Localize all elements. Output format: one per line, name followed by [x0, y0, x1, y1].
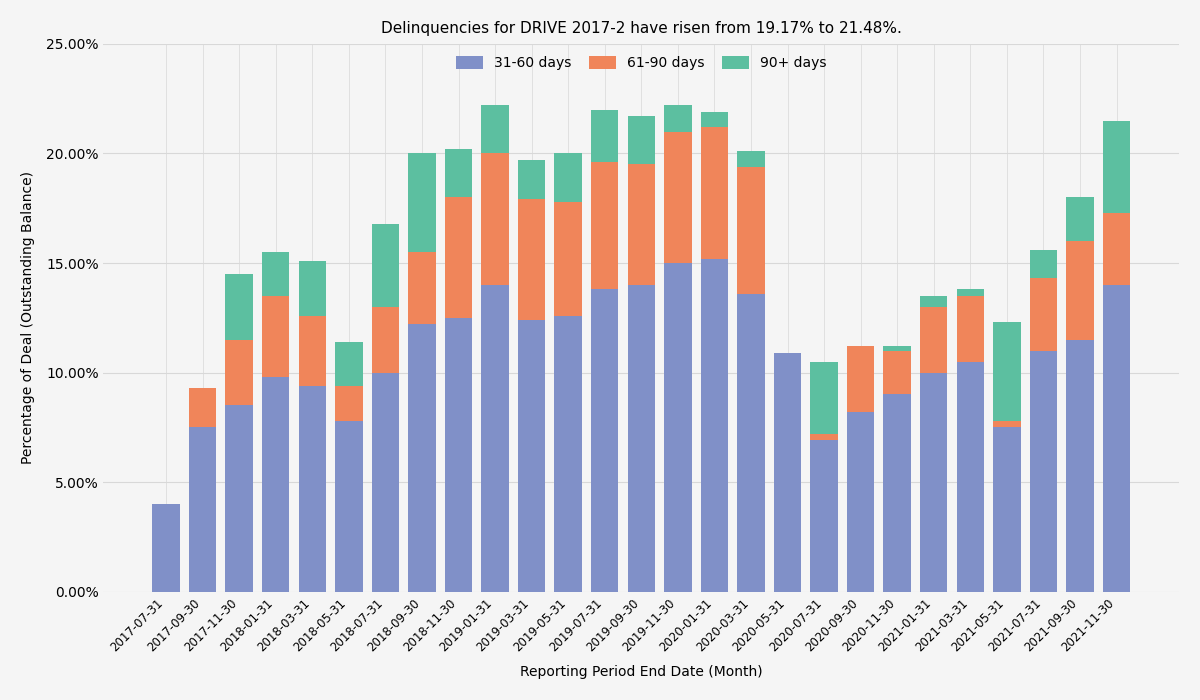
Bar — [445, 197, 473, 318]
Bar — [810, 362, 838, 434]
Bar — [481, 285, 509, 592]
Bar — [299, 261, 326, 316]
Bar — [152, 504, 180, 592]
Bar — [372, 223, 400, 307]
Bar — [847, 412, 875, 592]
Bar — [188, 388, 216, 427]
Bar — [445, 149, 473, 197]
Bar — [554, 316, 582, 592]
Bar — [1030, 250, 1057, 279]
Bar — [335, 421, 362, 592]
Bar — [481, 153, 509, 285]
Bar — [1103, 285, 1130, 592]
Bar — [1103, 120, 1130, 213]
Bar — [883, 351, 911, 395]
Bar — [994, 322, 1020, 421]
Bar — [518, 160, 545, 200]
Bar — [920, 296, 948, 307]
Bar — [554, 153, 582, 202]
Bar — [664, 263, 691, 592]
Bar — [920, 307, 948, 372]
Bar — [956, 362, 984, 592]
Bar — [518, 320, 545, 592]
Bar — [628, 164, 655, 285]
Bar — [994, 427, 1020, 592]
Bar — [664, 132, 691, 263]
Bar — [372, 372, 400, 592]
Bar — [1067, 241, 1093, 340]
Bar — [335, 342, 362, 386]
Bar — [737, 151, 764, 167]
Bar — [883, 346, 911, 351]
Bar — [883, 395, 911, 592]
Bar — [592, 110, 618, 162]
Bar — [226, 405, 253, 592]
Bar — [408, 153, 436, 252]
Bar — [628, 285, 655, 592]
Bar — [262, 296, 289, 377]
Bar — [628, 116, 655, 164]
Bar — [1030, 351, 1057, 592]
Title: Delinquencies for DRIVE 2017-2 have risen from 19.17% to 21.48%.: Delinquencies for DRIVE 2017-2 have rise… — [380, 21, 901, 36]
Bar — [847, 346, 875, 412]
Legend: 31-60 days, 61-90 days, 90+ days: 31-60 days, 61-90 days, 90+ days — [450, 51, 833, 76]
Bar — [1067, 197, 1093, 241]
Bar — [920, 372, 948, 592]
Bar — [592, 289, 618, 592]
Bar — [956, 296, 984, 362]
Bar — [188, 427, 216, 592]
Bar — [226, 340, 253, 405]
X-axis label: Reporting Period End Date (Month): Reporting Period End Date (Month) — [520, 665, 763, 679]
Bar — [408, 324, 436, 592]
Bar — [481, 105, 509, 153]
Bar — [774, 353, 802, 592]
Bar — [554, 202, 582, 316]
Bar — [445, 318, 473, 592]
Bar — [226, 274, 253, 340]
Bar — [1103, 213, 1130, 285]
Y-axis label: Percentage of Deal (Outstanding Balance): Percentage of Deal (Outstanding Balance) — [20, 172, 35, 464]
Bar — [518, 199, 545, 320]
Bar — [737, 167, 764, 294]
Bar — [592, 162, 618, 289]
Bar — [299, 316, 326, 386]
Bar — [299, 386, 326, 592]
Bar — [994, 421, 1020, 427]
Bar — [956, 289, 984, 296]
Bar — [1067, 340, 1093, 592]
Bar — [262, 377, 289, 592]
Bar — [810, 434, 838, 440]
Bar — [372, 307, 400, 372]
Bar — [810, 440, 838, 592]
Bar — [701, 112, 728, 127]
Bar — [664, 105, 691, 132]
Bar — [1030, 279, 1057, 351]
Bar — [262, 252, 289, 296]
Bar — [737, 294, 764, 592]
Bar — [701, 258, 728, 592]
Bar — [335, 386, 362, 421]
Bar — [701, 127, 728, 258]
Bar — [408, 252, 436, 324]
